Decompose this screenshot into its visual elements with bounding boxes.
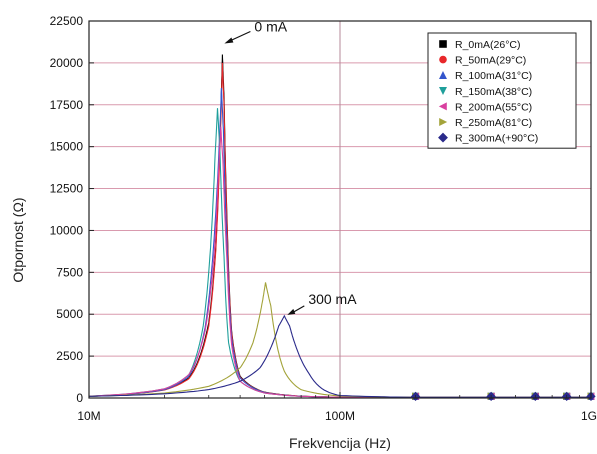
annotations: 0 mA 300 mA <box>224 19 357 315</box>
x-tick-label: 100M <box>325 409 355 423</box>
legend-marker <box>438 102 447 111</box>
y-tick-label: 5000 <box>56 307 83 321</box>
legend-marker <box>439 71 447 79</box>
y-tick-label: 15000 <box>50 140 84 154</box>
y-tick-label: 17500 <box>50 98 84 112</box>
legend-label: R_0mA(26°C) <box>455 39 520 51</box>
legend-item: R_200mA(55°C) <box>438 101 532 113</box>
legend-item: R_250mA(81°C) <box>439 117 532 129</box>
annotation-0ma: 0 mA <box>254 19 287 35</box>
x-axis-title: Frekvencija (Hz) <box>289 435 391 451</box>
y-tick-label: 0 <box>76 391 83 405</box>
tick-labels: 0 2500 5000 7500 10000 12500 15000 17500 20000 22… <box>50 14 597 423</box>
legend-item: R_50mA(29°C) <box>439 55 526 67</box>
legend-item: R_100mA(31°C) <box>439 70 532 82</box>
legend-item: R_150mA(38°C) <box>439 86 532 98</box>
x-tick-label: 1G <box>581 409 597 423</box>
legend-item: R_0mA(26°C) <box>439 39 520 51</box>
legend-label: R_50mA(29°C) <box>455 55 526 67</box>
y-axis-title: Otpornost (Ω) <box>10 197 26 282</box>
annotation-arrowhead <box>224 37 234 44</box>
legend-label: R_300mA(+90°C) <box>455 133 538 145</box>
legend-box <box>427 32 577 149</box>
legend: R_0mA(26°C) R_50mA(29°C) R_100mA(31°C) R_15… <box>427 32 577 149</box>
legend-marker <box>439 87 447 95</box>
annotation-300ma: 300 mA <box>308 291 357 307</box>
y-tick-label: 10000 <box>50 223 84 237</box>
annotation-arrowhead <box>287 308 296 315</box>
legend-marker <box>439 55 447 64</box>
y-tick-label: 7500 <box>56 265 83 279</box>
legend-label: R_250mA(81°C) <box>455 117 532 129</box>
legend-marker <box>439 40 447 48</box>
legend-marker <box>438 132 448 143</box>
y-tick-label: 2500 <box>56 349 83 363</box>
legend-label: R_200mA(55°C) <box>455 101 532 113</box>
legend-label: R_100mA(31°C) <box>455 70 532 82</box>
legend-item: R_300mA(+90°C) <box>438 132 538 145</box>
y-tick-label: 12500 <box>50 182 84 196</box>
series-line-r-300ma-90-c <box>88 314 591 398</box>
x-tick-label: 10M <box>77 409 100 423</box>
y-tick-label: 22500 <box>50 14 84 28</box>
y-tick-label: 20000 <box>50 56 84 70</box>
legend-marker <box>439 118 448 126</box>
legend-label: R_150mA(38°C) <box>455 86 532 98</box>
